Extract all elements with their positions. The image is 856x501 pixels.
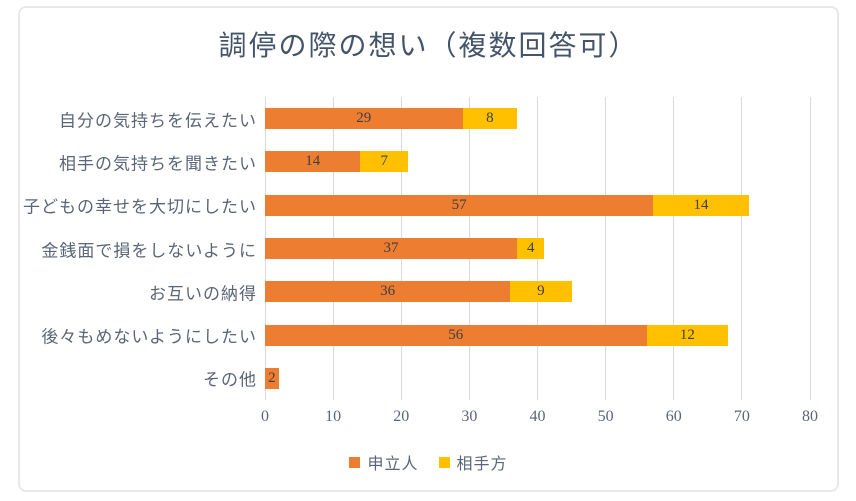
bar-value-label: 57: [451, 196, 467, 213]
bar-value-label: 8: [486, 110, 494, 127]
category-label: 後々もめないようにしたい: [41, 327, 257, 347]
gridline: [741, 97, 743, 400]
x-tick-label: 30: [461, 408, 478, 425]
bar-row: 37 4: [265, 238, 810, 259]
bar-segment: 4: [517, 238, 545, 259]
category-label: 自分の気持ちを伝えたい: [59, 111, 257, 131]
bar-segment: 2: [265, 367, 279, 389]
bar-segment: 36: [265, 281, 511, 303]
bar-row: 2: [265, 367, 810, 389]
bar-segment: 14: [653, 194, 749, 216]
x-tick-label: 0: [261, 408, 269, 425]
bar-row: 29 8: [265, 108, 810, 130]
x-tick-label: 60: [665, 408, 682, 425]
gridline: [809, 97, 811, 400]
category-label: 相手の気持ちを聞きたい: [59, 154, 257, 174]
bar-segment: 12: [646, 324, 729, 346]
bar-row: 14 7: [265, 151, 810, 173]
x-tick-label: 10: [325, 408, 342, 425]
legend-label: 相手方: [456, 456, 508, 473]
plot-area: 29 8 14 7 57 14 37 4 36 9 56 12 2: [264, 97, 811, 400]
bar-row: 57 14: [265, 194, 810, 216]
bar-row: 36 9: [265, 281, 810, 303]
category-label: お互いの納得: [149, 284, 257, 304]
bar-value-label: 12: [679, 326, 695, 343]
x-tick-label: 80: [802, 408, 818, 425]
legend-item: 申立人: [349, 450, 418, 474]
bar-segment: 9: [510, 281, 572, 303]
bar-value-label: 37: [383, 240, 399, 256]
bar-row: 56 12: [265, 324, 810, 346]
bar-value-label: 29: [356, 110, 372, 127]
legend-swatch-icon: [438, 456, 450, 468]
bar-segment: 57: [265, 194, 654, 216]
bar-value-label: 9: [537, 283, 545, 300]
bar-segment: 7: [360, 151, 409, 173]
bar-value-label: 56: [448, 326, 464, 343]
category-axis: 自分の気持ちを伝えたい 相手の気持ちを聞きたい子どもの幸せを大切にしたい金銭面で損…: [14, 97, 257, 400]
bar-segment: 14: [265, 151, 361, 173]
bar-value-label: 14: [693, 196, 709, 213]
x-tick-label: 50: [597, 408, 614, 425]
category-label: 子どもの幸せを大切にしたい: [23, 197, 257, 217]
bar-segment: 8: [462, 108, 518, 130]
gridline: [605, 97, 607, 400]
bar-segment: 56: [265, 324, 647, 346]
x-tick-label: 70: [733, 408, 750, 425]
legend-label: 申立人: [367, 456, 419, 473]
bar-value-label: 7: [380, 153, 388, 170]
category-label: その他: [203, 370, 257, 390]
legend-item: 相手方: [438, 450, 508, 474]
legend-swatch-icon: [349, 456, 361, 468]
gridline: [673, 97, 675, 400]
legend: 申立人 相手方: [18, 450, 839, 474]
bar-value-label: 14: [305, 153, 321, 170]
x-tick-label: 40: [529, 408, 546, 425]
bar-segment: 29: [265, 108, 463, 130]
bar-value-label: 4: [526, 240, 535, 256]
chart-title: 調停の際の想い（複数回答可）: [218, 30, 639, 61]
bar-value-label: 2: [268, 369, 276, 386]
x-tick-label: 20: [393, 408, 410, 425]
bar-value-label: 36: [380, 283, 396, 300]
bar-segment: 37: [265, 238, 518, 259]
value-axis: 0 10 20 30 40 50 60 70 80: [261, 408, 818, 430]
category-label: 金銭面で損をしないように: [41, 241, 257, 260]
